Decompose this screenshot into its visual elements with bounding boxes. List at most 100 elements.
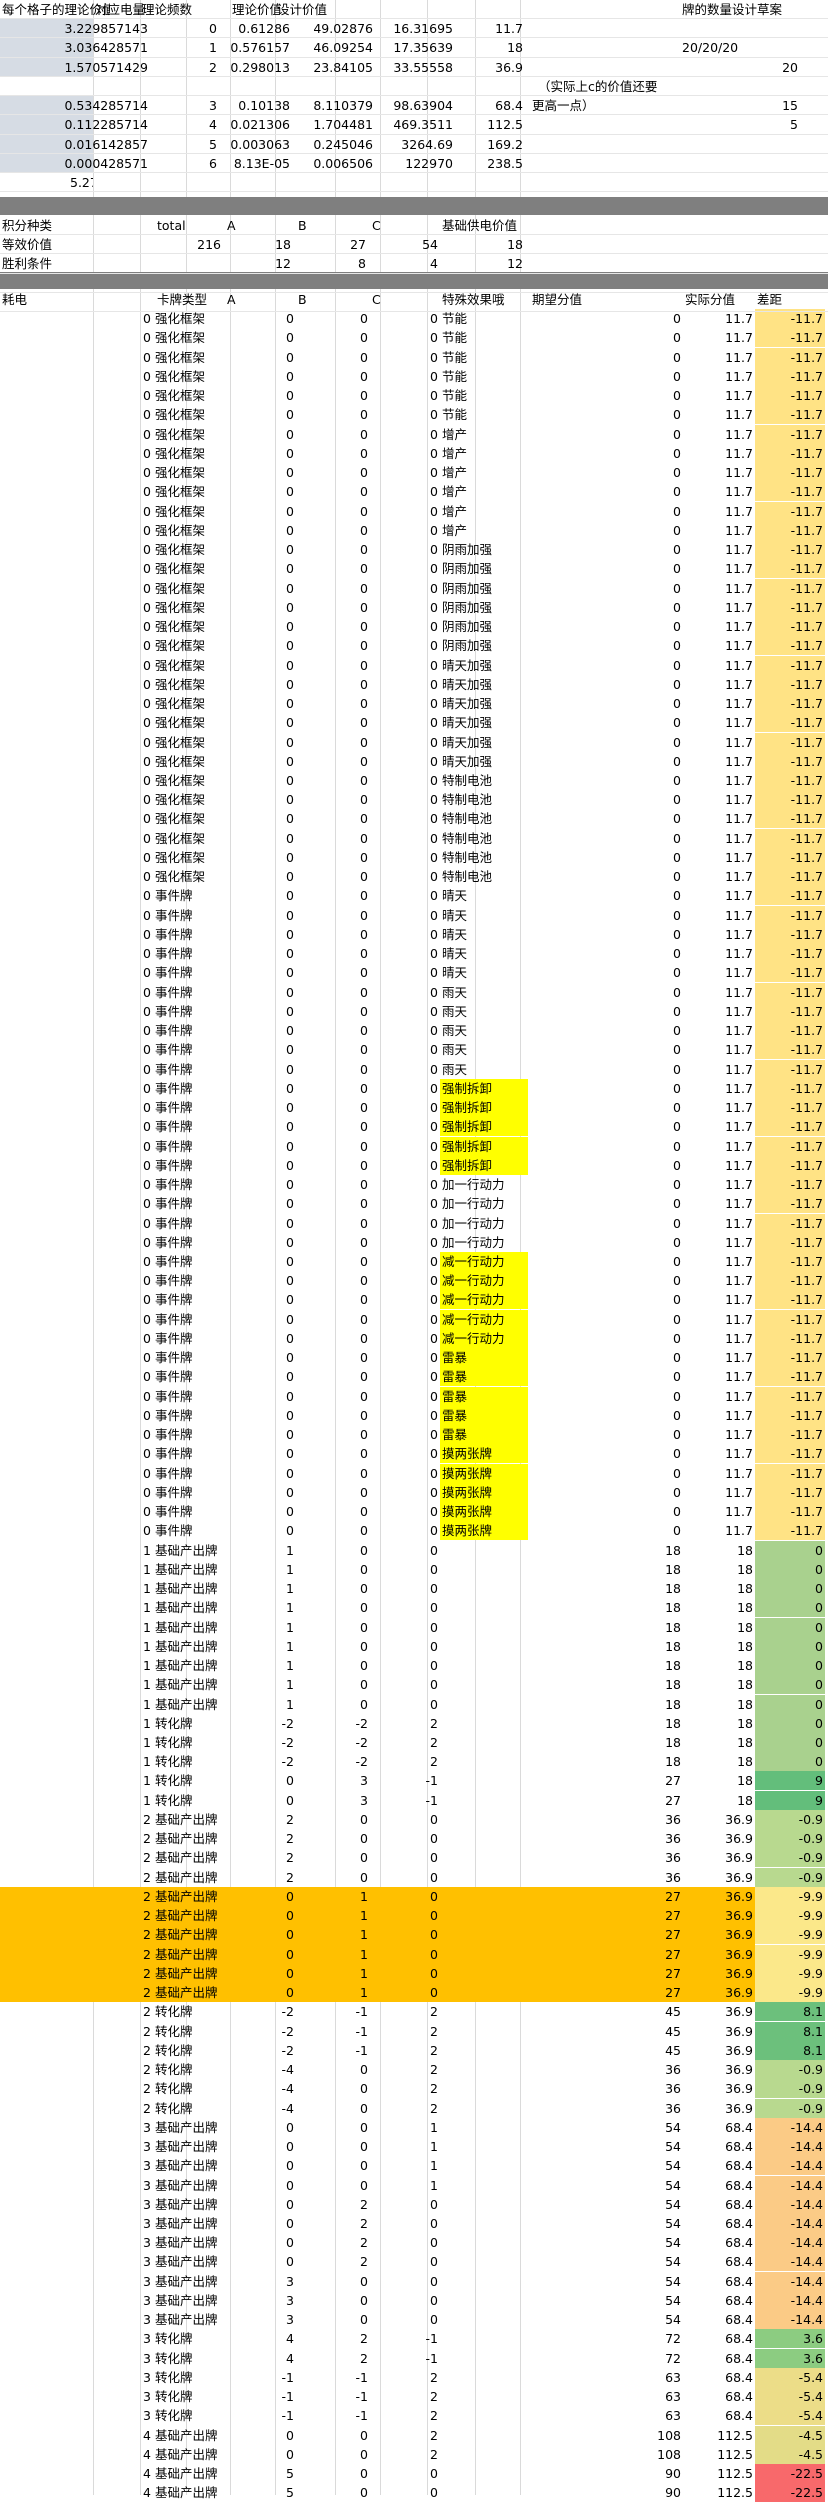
card-type-cell[interactable]: 事件牌	[155, 1523, 193, 1539]
card-type-cell[interactable]: 事件牌	[155, 1138, 193, 1154]
card-type-cell[interactable]: 强化框架	[155, 715, 206, 731]
diff-cell[interactable]: -11.7	[755, 732, 825, 752]
c-cell[interactable]: 0	[430, 773, 438, 788]
diff-cell[interactable]: -11.7	[755, 347, 825, 367]
card-type-cell[interactable]: 强化框架	[155, 388, 206, 404]
c-cell[interactable]: 0	[430, 869, 438, 885]
card-type-cell[interactable]: 事件牌	[155, 1215, 193, 1231]
actual-score-cell[interactable]: 36.9	[725, 1908, 753, 1924]
a-cell[interactable]: 0	[286, 2446, 294, 2462]
card-type-cell[interactable]: 基础产出牌	[155, 2485, 218, 2501]
actual-score-cell[interactable]: 11.7	[725, 1061, 753, 1077]
top-value-cell[interactable]: 23.84105	[313, 59, 373, 75]
expected-score-cell[interactable]: 54	[665, 2177, 681, 2193]
b-cell[interactable]: 0	[360, 2158, 368, 2174]
expected-score-cell[interactable]: 0	[673, 830, 681, 846]
expected-score-cell[interactable]: 27	[665, 1965, 681, 1981]
b-cell[interactable]: 0	[360, 2312, 368, 2328]
effect-cell[interactable]: 特制电池	[442, 830, 493, 846]
b-cell[interactable]: 0	[360, 599, 368, 615]
b-cell[interactable]: 0	[360, 1658, 368, 1674]
cost-cell[interactable]: 1	[143, 1638, 151, 1654]
effect-cell[interactable]	[440, 2387, 528, 2406]
cost-cell[interactable]: 1	[143, 1773, 151, 1789]
b-cell[interactable]: 0	[360, 1330, 368, 1346]
cost-cell[interactable]: 2	[143, 1908, 151, 1924]
diff-cell[interactable]: -11.7	[755, 1252, 825, 1271]
expected-score-cell[interactable]: 36	[665, 2100, 681, 2116]
diff-cell[interactable]: -11.7	[755, 1155, 825, 1175]
actual-score-cell[interactable]: 11.7	[725, 696, 753, 712]
c-cell[interactable]: 0	[430, 1254, 438, 1269]
effect-cell[interactable]	[440, 1848, 528, 1867]
c-cell[interactable]: 0	[430, 1061, 438, 1077]
actual-score-cell[interactable]: 11.7	[725, 753, 753, 769]
b-cell[interactable]: 0	[360, 1831, 368, 1847]
diff-cell[interactable]: -0.9	[755, 2079, 825, 2099]
actual-score-cell[interactable]: 11.7	[725, 599, 753, 615]
card-type-cell[interactable]: 事件牌	[155, 1350, 193, 1366]
c-cell[interactable]: 0	[430, 965, 438, 981]
top-value-cell[interactable]: 122970	[405, 155, 453, 171]
diff-cell[interactable]: -11.7	[755, 1405, 825, 1425]
mid-value-cell[interactable]: 18	[507, 237, 523, 253]
effect-cell[interactable]	[440, 1541, 528, 1560]
expected-score-cell[interactable]: 0	[673, 907, 681, 923]
a-cell[interactable]: 0	[286, 2254, 294, 2270]
diff-cell[interactable]: -11.7	[755, 1521, 825, 1541]
cost-cell[interactable]: 0	[143, 1234, 151, 1250]
card-type-cell[interactable]: 事件牌	[155, 1427, 193, 1443]
cost-cell[interactable]: 0	[143, 1196, 151, 1212]
b-cell[interactable]: 1	[360, 1946, 368, 1962]
top-value-cell[interactable]: 49.02876	[313, 21, 373, 37]
expected-score-cell[interactable]: 27	[665, 1946, 681, 1962]
effect-cell[interactable]: 阴雨加强	[442, 542, 493, 558]
expected-score-cell[interactable]: 0	[673, 1234, 681, 1250]
effect-cell[interactable]: 雨天	[442, 1061, 468, 1077]
diff-cell[interactable]: -11.7	[755, 713, 825, 733]
diff-cell[interactable]: -9.9	[755, 1906, 825, 1926]
expected-score-cell[interactable]: 0	[673, 1465, 681, 1481]
c-cell[interactable]: 2	[430, 2446, 438, 2462]
diff-cell[interactable]: -14.4	[755, 2233, 825, 2253]
c-cell[interactable]: 0	[430, 1119, 438, 1135]
cost-cell[interactable]: 1	[143, 1696, 151, 1712]
effect-cell[interactable]: 强制拆卸	[440, 1117, 528, 1137]
a-cell[interactable]: 0	[286, 349, 294, 365]
expected-score-cell[interactable]: 54	[665, 2292, 681, 2308]
cost-cell[interactable]: 0	[143, 1119, 151, 1135]
a-cell[interactable]: 3	[286, 2273, 294, 2289]
card-type-cell[interactable]: 强化框架	[155, 599, 206, 615]
diff-cell[interactable]: -14.4	[755, 2252, 825, 2272]
card-type-cell[interactable]: 强化框架	[155, 811, 206, 827]
c-cell[interactable]: 0	[430, 1369, 438, 1385]
actual-score-cell[interactable]: 68.4	[725, 2389, 753, 2405]
b-cell[interactable]: 0	[360, 1504, 368, 1520]
expected-score-cell[interactable]: 0	[673, 1003, 681, 1019]
card-type-cell[interactable]: 基础产出牌	[155, 1946, 218, 1962]
b-cell[interactable]: 0	[360, 676, 368, 692]
c-cell[interactable]: 0	[430, 1215, 438, 1231]
actual-score-cell[interactable]: 68.4	[725, 2119, 753, 2135]
card-type-cell[interactable]: 强化框架	[155, 484, 206, 500]
expected-score-cell[interactable]: 18	[665, 1658, 681, 1674]
c-cell[interactable]: 0	[430, 1811, 438, 1827]
c-cell[interactable]: 0	[430, 1946, 438, 1962]
diff-cell[interactable]: -11.7	[755, 1040, 825, 1060]
c-cell[interactable]: 0	[430, 1427, 438, 1443]
card-type-cell[interactable]: 事件牌	[155, 1330, 193, 1346]
actual-score-cell[interactable]: 11.7	[725, 465, 753, 481]
diff-cell[interactable]: -11.7	[755, 482, 825, 502]
card-type-cell[interactable]: 转化牌	[155, 2004, 193, 2020]
top-value-cell[interactable]: 3	[209, 98, 217, 114]
effect-cell[interactable]: 晴天加强	[442, 657, 493, 673]
card-type-cell[interactable]: 基础产出牌	[155, 2177, 218, 2193]
diff-cell[interactable]: -11.7	[755, 1232, 825, 1252]
cost-cell[interactable]: 0	[143, 676, 151, 692]
cost-cell[interactable]: 0	[143, 1465, 151, 1481]
cost-cell[interactable]: 2	[143, 2023, 151, 2039]
b-cell[interactable]: 0	[360, 2292, 368, 2308]
card-type-cell[interactable]: 强化框架	[155, 792, 206, 808]
actual-score-cell[interactable]: 11.7	[725, 1523, 753, 1539]
card-type-cell[interactable]: 事件牌	[155, 926, 193, 942]
